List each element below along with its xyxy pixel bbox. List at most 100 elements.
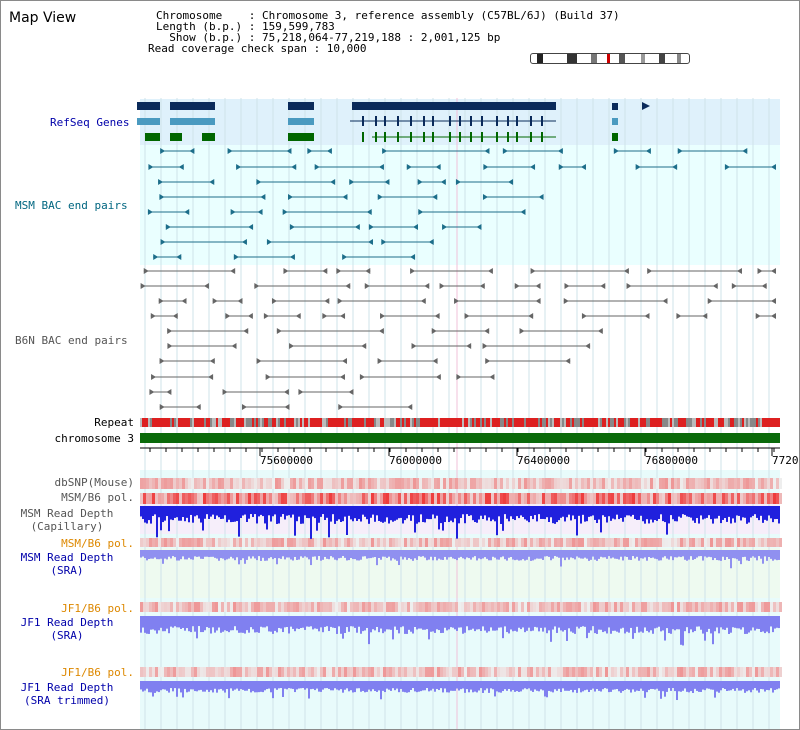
label-chromosome[interactable]: chromosome 3: [54, 432, 134, 445]
jf1-depth-trimmed-bar: [600, 681, 602, 692]
jf1-depth-sra-bar: [574, 616, 576, 634]
b6n-bac-pair-end: [407, 404, 413, 410]
jf1-depth-trimmed-bar: [440, 681, 442, 689]
jf1-b6-pol-2-cell: [653, 667, 656, 677]
repeat-segment: [770, 418, 772, 427]
jf1-b6-pol-cell: [671, 602, 674, 612]
dbsnp-cell: [410, 478, 413, 489]
label-msm-b6-pol-2[interactable]: MSM/B6 pol.: [61, 537, 134, 550]
dbsnp-cell: [737, 478, 740, 489]
msm-depth-capillary-bar: [634, 506, 636, 519]
label-repeat[interactable]: Repeat: [94, 416, 134, 429]
msm-b6-pol-cell: [554, 493, 557, 504]
msm-depth-sra-bar: [300, 550, 302, 557]
jf1-b6-pol-2-cell: [650, 667, 653, 677]
msm-depth-sra-bar: [252, 550, 254, 557]
jf1-b6-pol-cell: [308, 602, 311, 612]
msm-depth-sra-bar: [758, 550, 760, 557]
msm-depth-capillary-bar: [772, 506, 774, 523]
msm-b6-pol-cell: [614, 493, 617, 504]
msm-depth-sra-bar: [712, 550, 714, 561]
jf1-depth-sra-bar: [166, 616, 168, 629]
msm-depth-sra-bar: [586, 550, 588, 559]
jf1-depth-trimmed-bar: [768, 681, 770, 691]
chromosome-ideogram[interactable]: [530, 53, 690, 64]
label-msm-b6-pol[interactable]: MSM/B6 pol.: [61, 491, 134, 504]
label-jf1-b6-pol-2[interactable]: JF1/B6 pol.: [61, 666, 134, 679]
msm-b6-pol-cell: [386, 493, 389, 504]
repeat-segment: [452, 418, 454, 427]
jf1-depth-sra-bar: [242, 616, 244, 633]
repeat-segment: [778, 418, 780, 427]
msm-bac-pair-end: [209, 179, 215, 185]
dbsnp-cell: [332, 478, 335, 489]
msm-depth-sra-bar: [176, 550, 178, 561]
msm-depth-capillary-bar: [356, 506, 358, 521]
msm-b6-pol-cell: [218, 493, 221, 504]
jf1-b6-pol-cell: [515, 602, 518, 612]
dbsnp-cell: [701, 478, 704, 489]
repeat-segment: [584, 418, 586, 427]
jf1-b6-pol-2-cell: [485, 667, 488, 677]
msm-b6-pol-cell: [662, 493, 665, 504]
repeat-segment: [650, 418, 652, 427]
b6n-bac-pair-end: [276, 328, 282, 334]
jf1-b6-pol-2-cell: [449, 667, 452, 677]
jf1-depth-trimmed-bar: [296, 681, 298, 690]
b6n-bac-pair-end: [159, 404, 165, 410]
jf1-b6-pol-2-cell: [611, 667, 614, 677]
repeat-segment: [692, 418, 694, 427]
msm-depth-sra-bar: [262, 550, 264, 558]
msm-b6-pol-2-cell: [479, 538, 482, 547]
msm-b6-pol-cell: [155, 493, 158, 504]
msm-b6-pol-2-cell: [287, 538, 290, 547]
msm-b6-pol-cell: [581, 493, 584, 504]
dbsnp-cell: [485, 478, 488, 489]
label-msm-bac[interactable]: MSM BAC end pairs: [15, 199, 128, 212]
msm-b6-pol-2-cell: [572, 538, 575, 547]
msm-b6-pol-2-cell: [635, 538, 638, 547]
label-dbsnp[interactable]: dbSNP(Mouse): [54, 476, 134, 489]
dbsnp-cell: [281, 478, 284, 489]
label-jf1-b6-pol[interactable]: JF1/B6 pol.: [61, 602, 134, 615]
jf1-b6-pol-cell: [176, 602, 179, 612]
msm-depth-capillary-bar: [496, 506, 498, 536]
label-msm-depth-capillary[interactable]: MSM Read Depth (Capillary): [0, 507, 134, 533]
label-jf1-depth-sra-line2: (SRA): [50, 629, 84, 642]
msm-depth-sra-bar: [426, 550, 428, 561]
repeat-segment: [672, 418, 674, 427]
jf1-depth-trimmed-bar: [316, 681, 318, 689]
msm-depth-sra-bar: [206, 550, 208, 557]
dbsnp-cell: [197, 478, 200, 489]
b6n-bac-pair-end: [322, 313, 328, 319]
label-b6n-bac[interactable]: B6N BAC end pairs: [15, 334, 128, 347]
label-refseq-genes[interactable]: RefSeq Genes: [50, 116, 130, 129]
jf1-depth-trimmed-bar: [264, 681, 266, 691]
label-jf1-depth-trimmed[interactable]: JF1 Read Depth (SRA trimmed): [0, 681, 134, 707]
msm-depth-capillary-bar: [428, 506, 430, 520]
jf1-depth-trimmed-bar: [588, 681, 590, 693]
dbsnp-cell: [761, 478, 764, 489]
dbsnp-cell: [488, 478, 491, 489]
jf1-depth-trimmed-bar: [154, 681, 156, 693]
label-msm-depth-sra[interactable]: MSM Read Depth (SRA): [0, 551, 134, 577]
msm-b6-pol-cell: [236, 493, 239, 504]
dbsnp-cell: [512, 478, 515, 489]
label-jf1-depth-sra[interactable]: JF1 Read Depth (SRA): [0, 616, 134, 642]
msm-b6-pol-2-cell: [650, 538, 653, 547]
jf1-depth-sra-bar: [268, 616, 270, 632]
repeat-segment: [214, 418, 216, 427]
jf1-depth-trimmed-bar: [586, 681, 588, 690]
msm-depth-capillary-bar: [712, 506, 714, 524]
msm-bac-pair-end: [377, 194, 383, 200]
label-msm-depth-capillary-line1: MSM Read Depth: [20, 507, 114, 520]
repeat-segment: [360, 418, 362, 427]
jf1-depth-trimmed-bar: [472, 681, 474, 693]
msm-depth-sra-bar: [766, 550, 768, 561]
msm-b6-pol-cell: [398, 493, 401, 504]
jf1-b6-pol-cell: [401, 602, 404, 612]
msm-depth-capillary-bar: [586, 506, 588, 522]
msm-depth-sra-bar: [594, 550, 596, 560]
msm-b6-pol-cell: [704, 493, 707, 504]
